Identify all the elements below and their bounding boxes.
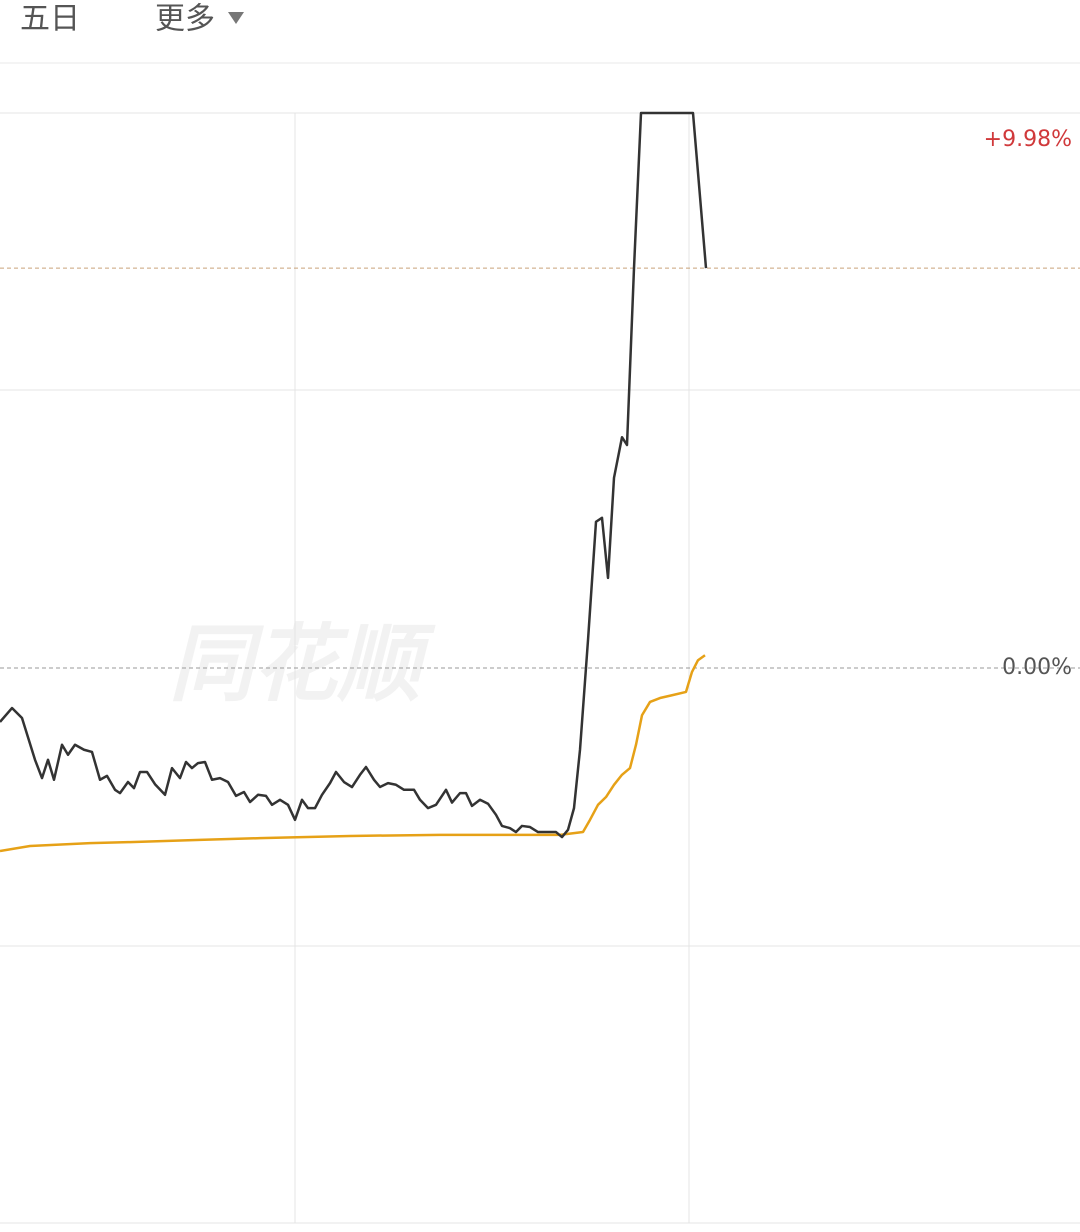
dropdown-arrow[interactable]: [228, 12, 244, 24]
price-line: [0, 654, 706, 853]
y-tick-label: +9.98%: [984, 127, 1072, 152]
price-line: [0, 111, 708, 839]
watermark: 同花顺: [169, 615, 436, 713]
tab[interactable]: 更多: [155, 2, 215, 37]
y-tick-label: 0.00%: [1002, 655, 1072, 680]
tab[interactable]: 五日: [20, 2, 80, 37]
